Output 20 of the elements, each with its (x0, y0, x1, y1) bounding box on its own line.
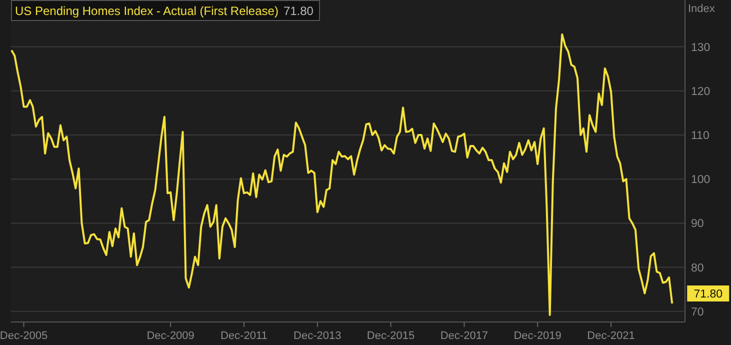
annotation: 71.80 (694, 288, 723, 300)
y-tick-label: 70 (691, 306, 704, 318)
y-tick-label: 90 (691, 218, 704, 230)
text: US Pending Homes Index - Actual (First Release) (15, 4, 278, 18)
x-tick-label: Dec-2009 (146, 330, 194, 342)
y-tick-label: 110 (691, 130, 710, 142)
x-tick-label: Dec-2021 (587, 330, 635, 342)
x-tick-label: Dec-2017 (440, 330, 488, 342)
annotation: 71.80 (283, 4, 314, 18)
x-tick-label: Dec-2019 (514, 330, 562, 342)
y-tick-label: 130 (691, 42, 710, 54)
y-axis-title: Index (688, 3, 716, 15)
x-tick-label: Dec-2015 (366, 330, 415, 342)
x-tick-label: Dec-2005 (0, 330, 48, 342)
y-tick-label: 100 (691, 174, 710, 186)
y-tick-label: 80 (691, 262, 704, 274)
line-series (10, 33, 674, 316)
x-tick-label: Dec-2011 (220, 330, 268, 342)
x-tick-label: Dec-2013 (294, 330, 342, 342)
y-tick-label: 120 (691, 86, 710, 98)
